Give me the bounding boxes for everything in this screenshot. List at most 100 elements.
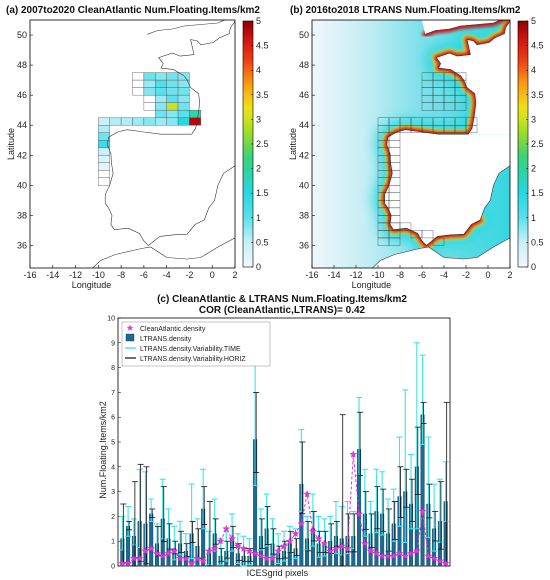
pb-colorbar-tick-label: 2.5	[531, 139, 544, 149]
pc-cleanatlantic-point	[320, 539, 329, 547]
pb-colorbar-tick-label: 2	[531, 164, 536, 174]
pb-xtick-label: 2	[507, 270, 512, 280]
pc-xlabel: ICESgrid pixels	[247, 568, 309, 578]
pb-coastline-2	[425, 20, 501, 35]
panel-c-title: (c) CleanAtlantic & LTRANS Num.Floating.…	[157, 294, 407, 305]
pb-grid-cell	[454, 72, 467, 81]
pa-ylabel: Latitude	[6, 128, 16, 160]
pc-cleanatlantic-point	[228, 534, 236, 542]
pb-xtick-label: -8	[396, 270, 404, 280]
pa-colorbar-tick-label: 2.5	[256, 139, 269, 149]
pb-xtick-label: -16	[305, 270, 318, 280]
pc-cleanatlantic-point	[187, 559, 196, 567]
pb-grid-cell	[432, 237, 445, 246]
pc-cleanatlantic-point	[297, 519, 306, 528]
pa-cell	[189, 109, 202, 118]
pa-empty-cell	[132, 79, 145, 88]
pc-cleanatlantic-point	[326, 547, 335, 555]
pa-colorbar-tick-label: 5	[256, 16, 261, 26]
pb-grid-cell	[421, 230, 434, 239]
pa-xtick-label: 0	[210, 270, 215, 280]
pc-cleanatlantic-point	[401, 552, 410, 560]
pc-cleanatlantic-point	[193, 554, 202, 562]
pc-legend-swatch-cleanatlantic	[126, 324, 134, 331]
pc-cleanatlantic-point	[314, 534, 323, 542]
pa-ytick-label: 36	[17, 240, 27, 250]
pa-xtick-label: -8	[117, 270, 125, 280]
pc-cleanatlantic-point	[153, 549, 161, 557]
pb-colorbar-tick-label: 4	[531, 65, 536, 75]
pb-ytick-label: 46	[299, 90, 309, 100]
pa-xtick-label: 2	[232, 270, 237, 280]
pc-legend-label: CleanAtlantic.density	[140, 326, 206, 333]
pb-ytick-label: 36	[299, 240, 309, 250]
pa-colorbar-tick-label: 1.5	[256, 188, 269, 198]
pc-cleanatlantic-point	[222, 524, 231, 533]
pc-cleanatlantic-point	[124, 559, 132, 567]
pa-plot-bg	[30, 20, 235, 268]
pc-legend-label: LTRANS.density	[140, 336, 192, 343]
pc-cleanatlantic-point	[233, 542, 242, 550]
pa-coastline-1	[158, 21, 235, 135]
pa-cell	[98, 162, 110, 171]
pb-colorbar-tick-label: 0.5	[531, 237, 544, 247]
pa-ytick-label: 46	[17, 90, 27, 100]
pa-cell	[177, 72, 190, 81]
pa-empty-cell	[132, 72, 145, 81]
pb-land-africa	[372, 237, 510, 268]
pa-colorbar-tick-label: 2	[256, 164, 261, 174]
pc-cleanatlantic-point	[245, 547, 254, 555]
pa-xtick-label: -14	[46, 270, 59, 280]
pc-cleanatlantic-point	[407, 549, 415, 557]
pc-cleanatlantic-point	[418, 507, 427, 515]
pc-cleanatlantic-point	[147, 544, 156, 552]
pc-cleanatlantic-point	[430, 554, 438, 562]
pb-xtick-label: -2	[462, 270, 470, 280]
pb-land-iberia	[384, 129, 510, 246]
pc-cleanatlantic-point	[349, 450, 358, 458]
pc-ylabel: Num.Floating.Items/km2	[98, 401, 108, 499]
pc-cleanatlantic-point	[395, 549, 404, 557]
pb-land-uk	[422, 20, 510, 35]
pa-empty-cell	[143, 94, 156, 103]
pb-xtick-label: -14	[327, 270, 340, 280]
pb-ytick-label: 50	[299, 30, 309, 40]
pc-ytick-label: 6	[111, 415, 115, 422]
pa-colorbar-tick-label: 4	[256, 65, 261, 75]
pc-cleanatlantic-point	[337, 542, 346, 550]
pc-cleanatlantic-point	[135, 554, 144, 562]
pa-cell	[98, 125, 110, 133]
pc-cleanatlantic-point	[210, 544, 219, 552]
pb-land-france	[436, 21, 510, 135]
pb-ylabel: Latitude	[288, 128, 298, 160]
pc-cleanatlantic-point	[355, 509, 363, 518]
pc-cleanatlantic-point	[343, 544, 352, 552]
pc-legend-label: LTRANS.density.Variability.TIME	[140, 346, 241, 353]
pa-cell	[143, 87, 156, 96]
pb-grid-cell	[465, 125, 478, 133]
pa-cell	[143, 72, 156, 81]
pa-cell	[155, 117, 167, 126]
pa-colorbar-tick-label: 4.5	[256, 41, 269, 51]
pb-plot-frame	[311, 19, 511, 269]
pa-colorbar-tick-label: 3.5	[256, 90, 269, 100]
pc-cleanatlantic-point	[441, 559, 450, 567]
pa-cell	[177, 87, 190, 96]
pc-ytick-label: 9	[111, 340, 115, 347]
pb-ytick-label: 42	[299, 150, 309, 160]
pa-xtick-label: -16	[23, 270, 36, 280]
pa-plot-frame	[29, 19, 236, 269]
pa-cell	[155, 102, 167, 111]
pb-coastline-1	[435, 21, 510, 135]
pb-ytick-label: 44	[299, 120, 309, 130]
pb-xlabel: Longitude	[352, 280, 392, 290]
pa-cell	[109, 117, 122, 126]
pc-cleanatlantic-point	[332, 544, 340, 552]
pa-ytick-label: 50	[17, 30, 27, 40]
pa-cell	[98, 147, 110, 156]
pc-cleanatlantic-point	[158, 552, 167, 560]
pb-xtick-label: -12	[349, 270, 362, 280]
pa-empty-cell	[98, 177, 110, 186]
pc-cleanatlantic-point	[199, 556, 208, 565]
pa-cell	[177, 102, 190, 111]
